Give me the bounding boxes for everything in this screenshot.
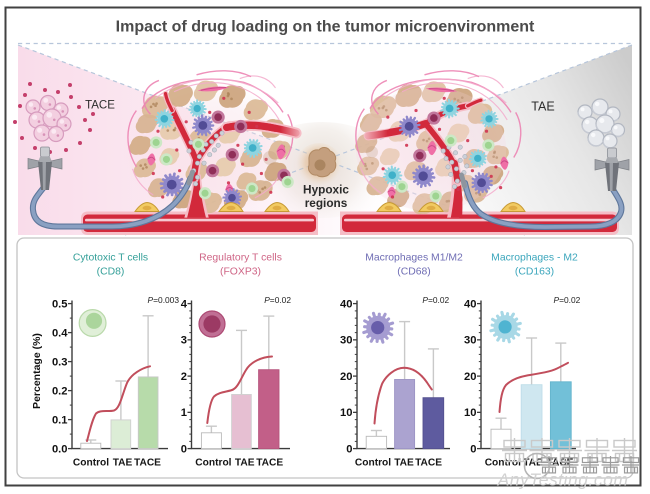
svg-text:P=0.02: P=0.02 <box>422 295 449 305</box>
svg-text:0.4: 0.4 <box>52 327 68 339</box>
svg-text:Control: Control <box>195 458 231 469</box>
svg-text:Percentage (%): Percentage (%) <box>31 333 43 409</box>
svg-text:0.2: 0.2 <box>52 385 68 397</box>
svg-text:(CD163): (CD163) <box>515 267 554 278</box>
svg-text:40: 40 <box>340 298 352 310</box>
svg-text:1: 1 <box>181 407 187 419</box>
svg-text:TAE: TAE <box>394 458 414 469</box>
svg-text:0.0: 0.0 <box>52 443 68 455</box>
svg-text:regions: regions <box>305 196 348 210</box>
svg-text:(CD8): (CD8) <box>97 267 125 278</box>
svg-text:10: 10 <box>464 407 476 419</box>
svg-text:AnyTesting.com: AnyTesting.com <box>497 470 629 490</box>
svg-text:4: 4 <box>181 298 188 310</box>
svg-text:0: 0 <box>346 443 352 455</box>
svg-text:Regulatory T cells: Regulatory T cells <box>199 253 282 264</box>
svg-text:10: 10 <box>340 407 352 419</box>
svg-text:0: 0 <box>181 443 187 455</box>
svg-text:TAE: TAE <box>531 100 554 114</box>
svg-text:Control: Control <box>485 458 521 469</box>
svg-text:(FOXP3): (FOXP3) <box>220 267 261 278</box>
svg-text:Cytotoxic T cells: Cytotoxic T cells <box>73 253 148 264</box>
svg-text:P=0.003: P=0.003 <box>148 295 180 305</box>
svg-text:P=0.02: P=0.02 <box>264 295 291 305</box>
svg-text:Impact of drug loading on the: Impact of drug loading on the tumor micr… <box>116 19 535 36</box>
svg-text:Macrophages - M2: Macrophages - M2 <box>491 253 578 264</box>
svg-text:3: 3 <box>181 335 187 347</box>
svg-text:TACE: TACE <box>415 458 442 469</box>
svg-text:TACE: TACE <box>134 458 161 469</box>
svg-text:TACE: TACE <box>547 458 574 469</box>
svg-text:TAE: TAE <box>235 458 255 469</box>
svg-text:2: 2 <box>181 371 187 383</box>
svg-text:20: 20 <box>340 371 352 383</box>
svg-text:0.5: 0.5 <box>52 298 68 310</box>
svg-text:30: 30 <box>340 335 352 347</box>
svg-text:0: 0 <box>470 443 476 455</box>
svg-text:40: 40 <box>464 298 476 310</box>
svg-text:P=0.02: P=0.02 <box>554 295 581 305</box>
svg-text:20: 20 <box>464 371 476 383</box>
svg-text:TAE: TAE <box>523 458 543 469</box>
svg-text:Control: Control <box>73 458 109 469</box>
svg-text:TAE: TAE <box>113 458 133 469</box>
svg-text:0.3: 0.3 <box>52 356 68 368</box>
svg-text:30: 30 <box>464 335 476 347</box>
svg-text:TACE: TACE <box>85 100 115 112</box>
svg-text:(CD68): (CD68) <box>397 267 431 278</box>
svg-text:0.1: 0.1 <box>52 414 68 426</box>
svg-text:Control: Control <box>355 458 391 469</box>
svg-text:Macrophages M1/M2: Macrophages M1/M2 <box>365 253 463 264</box>
svg-text:Hypoxic: Hypoxic <box>303 183 349 197</box>
svg-text:TACE: TACE <box>256 458 283 469</box>
